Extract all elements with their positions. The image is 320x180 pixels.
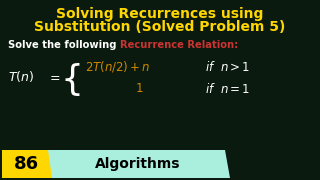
Text: $=$: $=$ [47, 71, 61, 84]
Text: $\{$: $\{$ [60, 60, 80, 98]
Text: $if\ \ n > 1$: $if\ \ n > 1$ [205, 60, 250, 74]
Text: Algorithms: Algorithms [95, 157, 181, 171]
Text: $if\ \ n = 1$: $if\ \ n = 1$ [205, 82, 250, 96]
Polygon shape [2, 150, 55, 178]
Text: $1$: $1$ [135, 82, 143, 96]
Text: $T(n)$: $T(n)$ [8, 69, 34, 84]
Text: 86: 86 [13, 155, 39, 173]
Text: Solve the following: Solve the following [8, 40, 120, 50]
Text: $2T(n/2) + n$: $2T(n/2) + n$ [85, 60, 150, 75]
Text: Recurrence Relation:: Recurrence Relation: [120, 40, 238, 50]
Polygon shape [48, 150, 230, 178]
Text: Solving Recurrences using: Solving Recurrences using [56, 7, 264, 21]
Text: Substitution (Solved Problem 5): Substitution (Solved Problem 5) [34, 20, 286, 34]
